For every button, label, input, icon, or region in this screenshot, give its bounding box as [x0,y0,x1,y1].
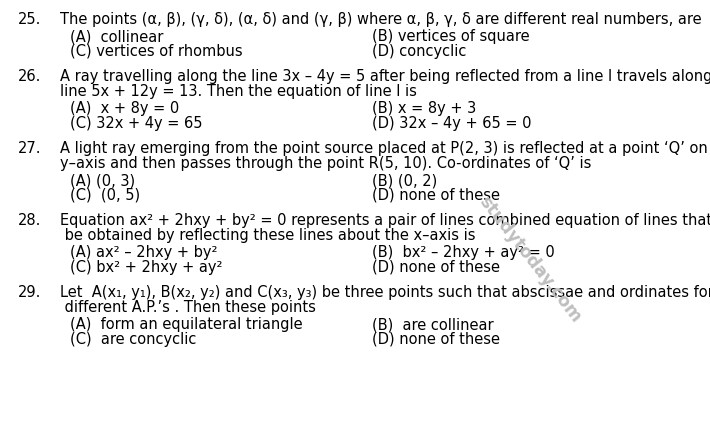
Text: (B) vertices of square: (B) vertices of square [372,29,530,44]
Text: studytoday.com: studytoday.com [475,194,585,327]
Text: (B)  bx² – 2hxy + ay² = 0: (B) bx² – 2hxy + ay² = 0 [372,245,555,260]
Text: different A.P.’s . Then these points: different A.P.’s . Then these points [60,300,316,315]
Text: (B)  are collinear: (B) are collinear [372,317,493,332]
Text: (D) none of these: (D) none of these [372,332,500,347]
Text: (D) 32x – 4y + 65 = 0: (D) 32x – 4y + 65 = 0 [372,116,532,131]
Text: (D) concyclic: (D) concyclic [372,44,466,59]
Text: (B) (0, 2): (B) (0, 2) [372,173,437,188]
Text: (A)  x + 8y = 0: (A) x + 8y = 0 [70,101,179,116]
Text: y–axis and then passes through the point R(5, 10). Co-ordinates of ‘Q’ is: y–axis and then passes through the point… [60,156,591,171]
Text: Let  A(x₁, y₁), B(x₂, y₂) and C(x₃, y₃) be three points such that abscissae and : Let A(x₁, y₁), B(x₂, y₂) and C(x₃, y₃) b… [60,285,710,300]
Text: 28.: 28. [18,213,41,228]
Text: (A) ax² – 2hxy + by²: (A) ax² – 2hxy + by² [70,245,217,260]
Text: line 5x + 12y = 13. Then the equation of line l is: line 5x + 12y = 13. Then the equation of… [60,84,417,99]
Text: (A)  form an equilateral triangle: (A) form an equilateral triangle [70,317,302,332]
Text: A ray travelling along the line 3x – 4y = 5 after being reflected from a line l : A ray travelling along the line 3x – 4y … [60,69,710,84]
Text: be obtained by reflecting these lines about the x–axis is: be obtained by reflecting these lines ab… [60,228,476,243]
Text: (C)  are concyclic: (C) are concyclic [70,332,197,347]
Text: The points (α, β), (γ, δ), (α, δ) and (γ, β) where α, β, γ, δ are different real: The points (α, β), (γ, δ), (α, δ) and (γ… [60,12,701,27]
Text: A light ray emerging from the point source placed at P(2, 3) is reflected at a p: A light ray emerging from the point sour… [60,141,710,156]
Text: (A)  collinear: (A) collinear [70,29,163,44]
Text: (C)  (0, 5): (C) (0, 5) [70,188,140,203]
Text: (C) 32x + 4y = 65: (C) 32x + 4y = 65 [70,116,202,131]
Text: (D) none of these: (D) none of these [372,260,500,275]
Text: (C) bx² + 2hxy + ay²: (C) bx² + 2hxy + ay² [70,260,222,275]
Text: Equation ax² + 2hxy + by² = 0 represents a pair of lines combined equation of li: Equation ax² + 2hxy + by² = 0 represents… [60,213,710,228]
Text: (A) (0, 3): (A) (0, 3) [70,173,135,188]
Text: 27.: 27. [18,141,41,156]
Text: 29.: 29. [18,285,41,300]
Text: (D) none of these: (D) none of these [372,188,500,203]
Text: 25.: 25. [18,12,41,27]
Text: 26.: 26. [18,69,41,84]
Text: (B) x = 8y + 3: (B) x = 8y + 3 [372,101,476,116]
Text: (C) vertices of rhombus: (C) vertices of rhombus [70,44,243,59]
